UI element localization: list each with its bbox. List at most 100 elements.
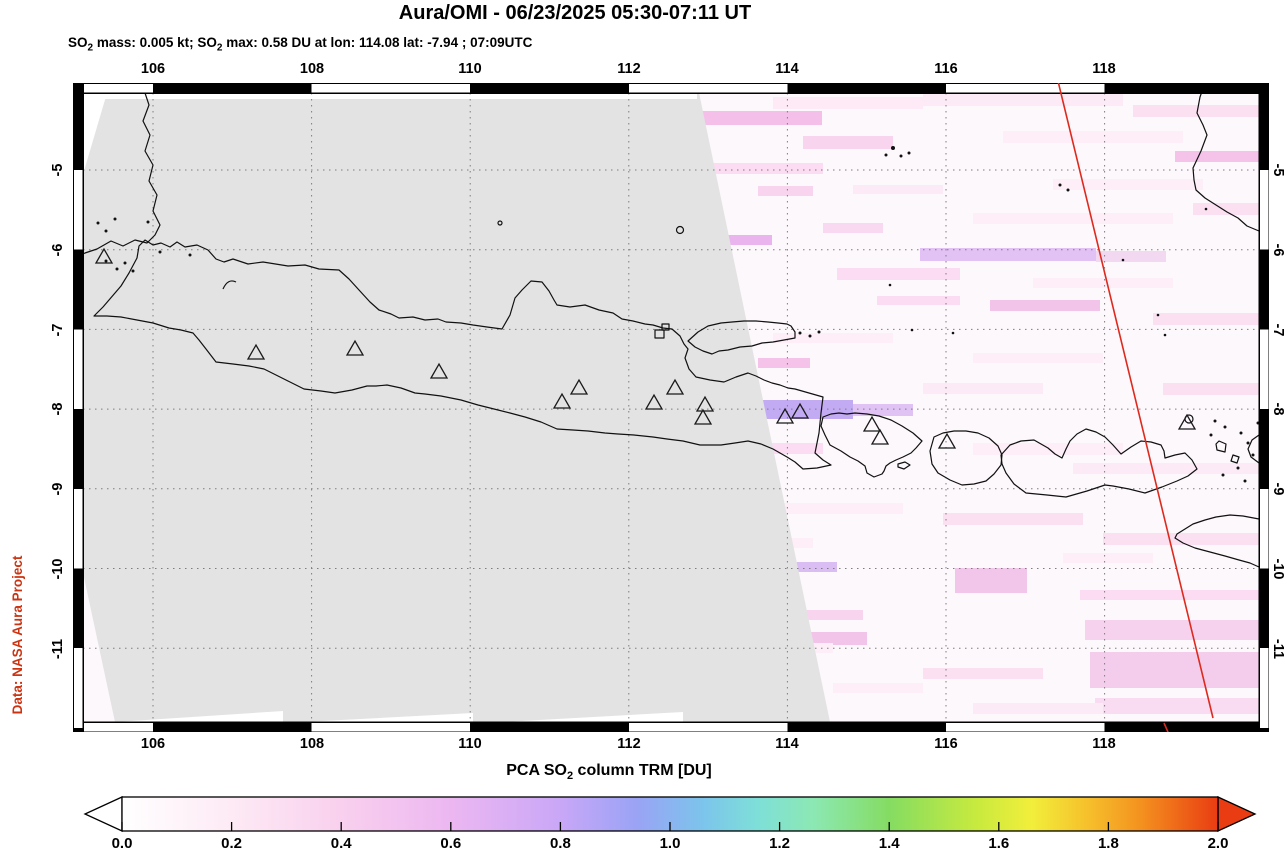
coast-sulawesi: [1192, 83, 1260, 232]
lon-tick-bottom: 116: [934, 736, 958, 752]
volcano-triangle-marker: [644, 393, 664, 410]
so2-streak: [1090, 652, 1259, 688]
colorbar-tick-label: 0.4: [330, 835, 352, 852]
so2-streak: [923, 668, 1043, 679]
lon-tick-top: 116: [934, 61, 958, 77]
so2-streak: [1133, 105, 1259, 117]
lat-tick-right: -5: [1270, 163, 1286, 177]
colorbar-tick-label: 2.0: [1207, 835, 1229, 852]
lon-tick-top: 110: [458, 61, 482, 77]
lat-tick-left: -11: [50, 638, 66, 660]
so2-streak: [1095, 698, 1259, 714]
data-credit-label: Data: NASA Aura Project: [10, 555, 25, 715]
colorbar-title: PCA SO2 column TRM [DU]: [506, 762, 712, 783]
volcano-triangle-marker: [94, 247, 114, 264]
coast-nusa-penida: [897, 461, 911, 470]
islet: [661, 323, 670, 331]
lat-tick-left: -7: [50, 323, 66, 337]
so2-streak: [837, 268, 960, 280]
volcano-triangle-marker: [693, 408, 713, 425]
lat-tick-left: -5: [50, 163, 66, 177]
so2-streak: [793, 562, 837, 572]
so2-streak: [722, 235, 772, 245]
lon-tick-top: 108: [299, 61, 325, 77]
map-frame: [73, 83, 1269, 732]
so2-streak: [803, 610, 863, 620]
so2-streak: [773, 97, 923, 109]
so2-streak: [1053, 179, 1203, 190]
so2-streak: [1063, 553, 1153, 563]
volcano-triangle-marker: [1177, 413, 1197, 430]
so2-streak: [1103, 533, 1259, 545]
so2-streak: [853, 185, 943, 194]
volcano-triangle-marker: [695, 395, 715, 412]
so2-streak: [973, 213, 1173, 224]
lon-tick-bottom: 110: [458, 736, 482, 752]
lat-tick-left: -6: [50, 243, 66, 257]
volcano-triangle-marker: [429, 362, 449, 379]
so2-streak: [1003, 131, 1183, 143]
coast-java: [93, 239, 832, 470]
so2-streak: [877, 296, 960, 305]
so2-summary-line: SO2 mass: 0.005 kt; SO2 max: 0.58 DU at …: [68, 35, 533, 54]
coast-bali: [820, 412, 923, 478]
volcano-triangle-marker: [665, 378, 685, 395]
so2-streak: [773, 503, 903, 514]
coast-lombok: [929, 430, 1003, 486]
so2-streak: [990, 300, 1100, 311]
so2-streak: [758, 186, 813, 196]
so2-streak: [955, 568, 1027, 593]
so2-streak: [923, 383, 1043, 394]
so2-streak: [1175, 151, 1259, 162]
lon-tick-bottom: 118: [1092, 736, 1116, 752]
orbit-edge-layer: [1057, 83, 1214, 732]
so2-streak: [833, 683, 923, 693]
islet: [497, 220, 503, 226]
lon-tick-bottom: 108: [299, 736, 325, 752]
lat-tick-left: -8: [50, 402, 66, 416]
volcano-triangle-marker: [552, 392, 572, 409]
so2-streak: [803, 136, 893, 149]
coastline-layer: [82, 83, 1260, 568]
so2-streak: [1153, 313, 1259, 325]
orbit-edge-tick: [1163, 722, 1169, 732]
so2-data-streak-layer: [702, 93, 1259, 714]
colorbar-tick-label: 0.0: [111, 835, 133, 852]
no-data-region: [73, 83, 830, 722]
lat-tick-right: -11: [1270, 638, 1286, 660]
coast-sumatra: [82, 92, 161, 255]
volcano-triangle-marker: [569, 378, 589, 395]
colorbar-tick-label: 1.4: [878, 835, 900, 852]
so2-streak: [1073, 463, 1259, 474]
lon-tick-top: 112: [617, 61, 641, 77]
so2-streak: [1085, 620, 1259, 640]
lat-tick-right: -8: [1270, 402, 1286, 416]
lat-tick-right: -9: [1270, 482, 1286, 496]
so2-streak: [713, 163, 823, 174]
volcano-marker-layer: [94, 247, 1197, 449]
volcano-triangle-marker: [790, 402, 810, 419]
lat-tick-right: -10: [1270, 558, 1286, 580]
coast-sumbawa: [1000, 428, 1198, 498]
volcano-triangle-marker: [870, 428, 890, 445]
so2-streak: [773, 333, 893, 343]
volcano-triangle-marker: [862, 415, 882, 432]
so2-streak: [733, 443, 823, 454]
lat-tick-left: -9: [50, 482, 66, 496]
colorbar-tick-label: 0.6: [440, 835, 462, 852]
so2-streak: [1033, 278, 1173, 288]
so2-streak: [758, 358, 810, 368]
so2-streak: [1080, 590, 1259, 600]
volcano-triangle-marker: [937, 432, 957, 449]
islet: [222, 280, 237, 290]
map-canvas: [73, 83, 1269, 732]
colorbar-tick-label: 1.6: [988, 835, 1010, 852]
so2-streak: [943, 513, 1083, 525]
so2-streak: [1163, 383, 1259, 395]
colorbar-tick-label: 0.2: [221, 835, 243, 852]
so2-streak: [973, 353, 1103, 363]
colorbar-overflow-arrow: [1217, 795, 1257, 833]
colorbar-underflow-arrow: [83, 795, 123, 833]
so2-streak: [758, 400, 853, 419]
islet-dots: [96, 146, 1260, 483]
